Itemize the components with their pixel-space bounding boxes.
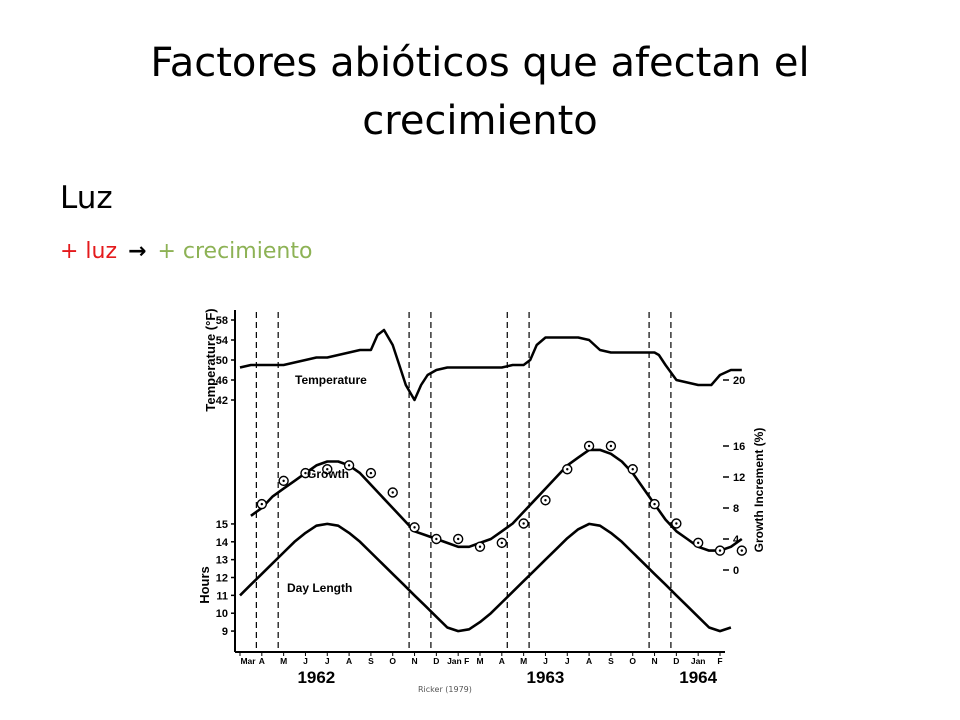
- growth-point-dot-18: [653, 502, 656, 506]
- section-heading: Luz: [60, 180, 113, 216]
- growth-point-dot-8: [435, 537, 438, 541]
- year-label-1: 1963: [527, 668, 565, 685]
- temp-axis-label: Temperature (°F): [203, 308, 218, 411]
- month-label-22: F: [717, 656, 722, 666]
- month-label-15: J: [565, 656, 570, 666]
- temp-tick-label-3: 46: [216, 375, 228, 387]
- growth-point-dot-21: [718, 549, 722, 552]
- growth-point-dot-3: [326, 468, 329, 471]
- growth-point-dot-6: [391, 491, 394, 494]
- growth-point-dot-19: [675, 522, 678, 525]
- source-credit: Ricker (1979): [418, 685, 472, 694]
- growth-point-dot-17: [631, 468, 634, 471]
- year-label-0: 1962: [297, 668, 335, 685]
- month-label-20: D: [673, 656, 679, 666]
- hours-tick-label-2: 13: [216, 555, 228, 567]
- growth-point-dot-0: [260, 502, 264, 506]
- growth-point-dot-16: [609, 444, 613, 448]
- bullet-line: + luz → + crecimiento: [60, 239, 312, 264]
- growth-point-dot-10: [478, 545, 482, 548]
- hours-tick-label-1: 14: [216, 537, 229, 549]
- growth-point-dot-1: [282, 479, 285, 483]
- growth-point-dot-2: [304, 471, 307, 475]
- growth-point-dot-15: [587, 444, 591, 448]
- month-label-17: S: [608, 656, 614, 666]
- slide-title: Factores abióticos que afectan el crecim…: [150, 40, 810, 144]
- growth-point-dot-9: [456, 537, 460, 541]
- growth-point-dot-11: [500, 541, 504, 545]
- growth-tick-label-2: 12: [733, 472, 745, 484]
- bullet-right: + crecimiento: [157, 239, 313, 264]
- month-label-6: S: [368, 656, 374, 666]
- month-label-3: J: [303, 656, 308, 666]
- growth-tick-label-4: 4: [733, 534, 740, 546]
- year-label-2: 1964: [679, 668, 717, 685]
- hours-tick-label-6: 9: [222, 626, 228, 638]
- month-label-19: N: [651, 656, 657, 666]
- month-label-1: A: [259, 656, 265, 666]
- growth-tick-label-1: 16: [733, 441, 745, 453]
- month-label-14: J: [543, 656, 548, 666]
- growth-point-dot-20: [696, 541, 700, 545]
- temp-tick-label-2: 50: [216, 355, 228, 367]
- month-label-12: A: [499, 656, 505, 666]
- growth-point-dot-14: [566, 468, 569, 471]
- month-label-4: J: [325, 656, 330, 666]
- hours-tick-label-3: 12: [216, 573, 228, 585]
- month-label-7: O: [389, 656, 396, 666]
- growth-axis-label: Growth Increment (%): [752, 428, 766, 553]
- growth-point-dot-12: [522, 522, 525, 525]
- series-line-2: [239, 522, 732, 633]
- growth-point-dot-4: [347, 464, 351, 467]
- series-label-temperature: Temperature: [295, 373, 367, 387]
- month-label-10: Jan F: [447, 656, 469, 666]
- series-label-daylength: Day Length: [287, 581, 352, 595]
- growth-point-dot-5: [369, 471, 373, 475]
- series-line-1: [250, 448, 743, 552]
- growth-point-dot-7: [413, 526, 416, 529]
- month-label-11: M: [476, 656, 483, 666]
- hours-tick-label-0: 15: [216, 519, 228, 531]
- growth-tick-label-0: 20: [733, 375, 745, 387]
- temp-tick-label-1: 54: [216, 335, 229, 347]
- month-label-9: D: [433, 656, 439, 666]
- series-label-growth: Growth: [307, 467, 349, 481]
- month-label-8: N: [411, 656, 417, 666]
- temp-tick-label-4: 42: [216, 395, 228, 407]
- hours-tick-label-5: 10: [216, 608, 228, 620]
- hours-axis-label: Hours: [197, 566, 212, 604]
- month-label-2: M: [280, 656, 287, 666]
- month-label-18: O: [629, 656, 636, 666]
- growth-point-dot-13: [544, 499, 547, 502]
- month-label-16: A: [586, 656, 592, 666]
- growth-point-dot-22: [740, 549, 744, 552]
- arrow-icon: →: [128, 239, 147, 264]
- temp-tick-label-0: 58: [216, 315, 228, 327]
- month-label-21: Jan: [691, 656, 706, 666]
- growth-tick-label-3: 8: [733, 503, 739, 515]
- bullet-left: + luz: [60, 239, 118, 264]
- month-label-0: Mar: [240, 656, 256, 666]
- month-label-5: A: [346, 656, 352, 666]
- series-line-0: [239, 328, 742, 402]
- month-label-13: M: [520, 656, 527, 666]
- growth-tick-label-5: 0: [733, 565, 739, 577]
- hours-tick-label-4: 11: [216, 590, 228, 602]
